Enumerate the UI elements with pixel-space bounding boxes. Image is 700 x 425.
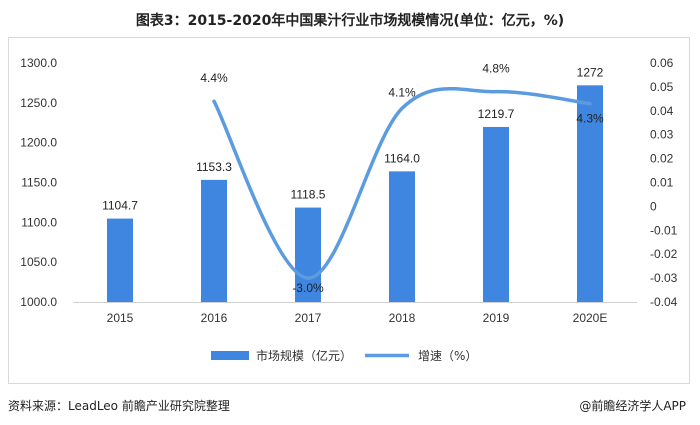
bar-series (107, 85, 603, 302)
left-axis-ticks: 1000.0 1050.0 1100.0 1150.0 1200.0 1250.0 1300… (20, 56, 57, 309)
x-tick-label: 2017 (295, 311, 322, 325)
left-tick-label: 1100.0 (21, 215, 57, 229)
credit-note: @前瞻经济学人APP (579, 399, 686, 413)
right-tick-label: 0.03 (650, 128, 674, 142)
bar-value-label: 1272 (577, 65, 604, 79)
bar-value-labels: 1104.7 1153.3 1118.5 1164.0 1219.7 1272 (102, 65, 604, 212)
right-axis-ticks: -0.04 -0.03 -0.02 -0.01 0 0.01 0.02 0.03 0.04 0.0… (650, 56, 678, 309)
left-tick-label: 1250.0 (20, 96, 57, 110)
left-tick-label: 1050.0 (20, 255, 57, 269)
bar-value-label: 1118.5 (291, 188, 326, 202)
right-tick-label: 0 (650, 199, 657, 213)
legend-bar-label: 市场规模（亿元） (256, 348, 352, 363)
right-tick-label: 0.01 (650, 176, 674, 190)
x-tick-label: 2015 (107, 311, 134, 325)
growth-value-label: 4.8% (482, 62, 510, 76)
left-tick-label: 1000.0 (20, 295, 57, 309)
right-tick-label: -0.03 (650, 271, 678, 285)
x-tick-label: 2019 (483, 311, 510, 325)
right-tick-label: 0.04 (650, 104, 674, 118)
left-tick-label: 1300.0 (20, 56, 57, 70)
growth-value-labels: 4.4% -3.0% 4.1% 4.8% 4.3% (200, 62, 604, 295)
chart-frame (8, 37, 690, 384)
growth-value-label: 4.3% (576, 112, 604, 126)
bar-value-label: 1164.0 (384, 151, 420, 165)
bar (201, 179, 227, 302)
bar (483, 126, 509, 302)
growth-value-label: 4.4% (200, 71, 228, 85)
right-tick-label: 0.02 (650, 152, 674, 166)
bar-value-label: 1153.3 (196, 160, 232, 174)
growth-value-label: -3.0% (292, 281, 324, 295)
x-tick-label: 2018 (389, 311, 416, 325)
bar (107, 218, 133, 302)
legend-bar-swatch (211, 351, 249, 360)
left-tick-label: 1150.0 (21, 176, 57, 190)
x-tick-label: 2020E (573, 311, 608, 325)
legend-line-label: 增速（%） (418, 349, 477, 363)
right-tick-label: 0.05 (650, 80, 674, 94)
right-tick-label: -0.01 (650, 223, 678, 237)
source-note: 资料来源：LeadLeo 前瞻产业研究院整理 (8, 399, 230, 413)
x-axis-labels: 2015 2016 2017 2018 2019 2020E (107, 311, 608, 325)
right-tick-label: -0.02 (650, 247, 678, 261)
bar (389, 171, 415, 302)
bar (295, 207, 321, 302)
bar-value-label: 1104.7 (102, 199, 138, 213)
chart-title: 图表3：2015-2020年中国果汁行业市场规模情况(单位：亿元，%) (135, 13, 565, 29)
right-tick-label: -0.04 (650, 295, 678, 309)
growth-rate-line (212, 86, 592, 280)
x-tick-label: 2016 (201, 311, 228, 325)
right-tick-label: 0.06 (650, 56, 674, 70)
bar (577, 85, 603, 302)
bar-value-label: 1219.7 (478, 107, 515, 121)
legend: 市场规模（亿元） 增速（%） (211, 348, 477, 363)
left-tick-label: 1200.0 (20, 136, 57, 150)
growth-value-label: 4.1% (388, 85, 416, 99)
